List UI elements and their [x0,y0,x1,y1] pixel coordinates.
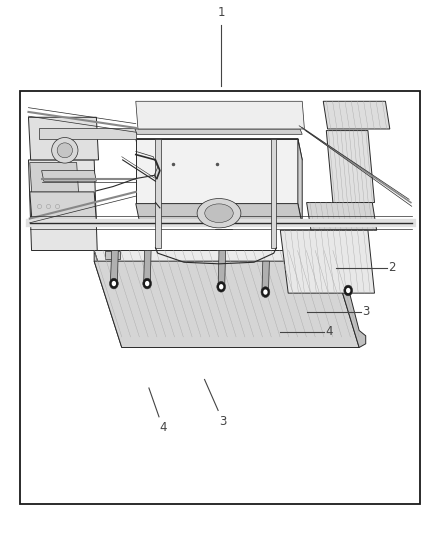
Polygon shape [136,139,302,160]
Text: 1: 1 [217,6,225,19]
Circle shape [346,288,350,293]
Polygon shape [271,139,276,248]
Text: 4: 4 [325,325,333,338]
Circle shape [145,281,149,286]
Circle shape [217,281,226,292]
Polygon shape [105,251,120,259]
Polygon shape [218,251,226,287]
Text: 3: 3 [219,415,226,427]
Polygon shape [30,192,96,221]
Circle shape [110,278,118,289]
Polygon shape [144,251,151,284]
Polygon shape [326,131,374,203]
Polygon shape [94,251,359,337]
Polygon shape [333,251,359,348]
Bar [20,91,420,504]
Polygon shape [155,139,161,248]
Polygon shape [262,261,269,292]
Circle shape [263,289,268,295]
Ellipse shape [197,198,241,228]
Text: 2: 2 [388,261,395,274]
Polygon shape [136,204,302,225]
Polygon shape [333,245,366,348]
Polygon shape [135,129,302,134]
Polygon shape [30,163,79,197]
Polygon shape [110,251,118,284]
Polygon shape [28,160,97,251]
Polygon shape [94,261,359,348]
Circle shape [143,278,152,289]
Circle shape [219,284,223,289]
Polygon shape [136,101,304,129]
Polygon shape [307,203,377,230]
Polygon shape [280,230,374,293]
Ellipse shape [52,138,78,163]
Ellipse shape [205,204,233,223]
Circle shape [261,287,270,297]
Polygon shape [298,139,302,225]
Polygon shape [42,171,96,181]
Circle shape [344,285,353,296]
Circle shape [112,281,116,286]
Polygon shape [136,139,298,204]
Ellipse shape [57,143,73,158]
Text: 4: 4 [159,421,167,434]
Polygon shape [39,128,136,139]
Polygon shape [94,251,122,348]
Polygon shape [323,101,390,129]
Polygon shape [28,117,99,160]
Text: 3: 3 [362,305,369,318]
